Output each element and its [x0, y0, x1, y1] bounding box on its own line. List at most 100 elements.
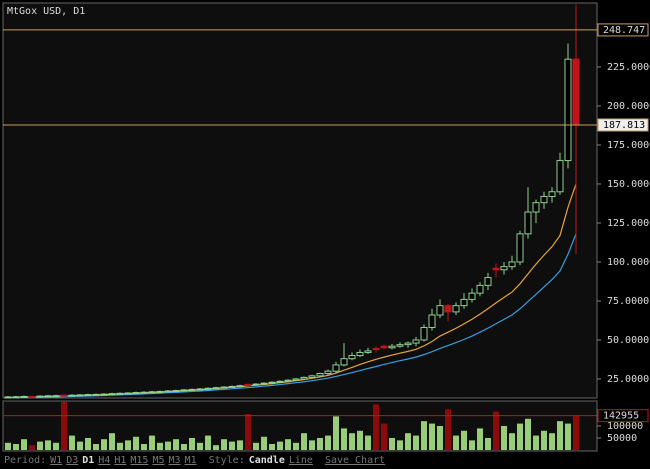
volume-bar	[413, 435, 419, 450]
volume-bar	[525, 418, 531, 450]
candle-body	[372, 348, 380, 351]
volume-bar	[485, 437, 491, 450]
candle-body	[332, 364, 340, 372]
volume-bar	[549, 433, 555, 450]
period-option[interactable]: M15	[130, 455, 149, 466]
volume-bar	[149, 435, 155, 450]
price-level-box	[597, 23, 649, 37]
period-option[interactable]: W1	[50, 455, 63, 466]
candle-body	[388, 345, 396, 349]
volume-bar	[5, 442, 11, 450]
volume-bar	[109, 433, 115, 450]
candle-body	[308, 375, 316, 378]
volume-bar	[93, 443, 99, 450]
candle-body	[452, 305, 460, 313]
volume-bar	[429, 423, 435, 450]
price-level-label: 187.813	[603, 120, 645, 131]
period-option[interactable]: M5	[152, 455, 165, 466]
candle-body	[204, 387, 212, 390]
period-option[interactable]: H1	[114, 455, 127, 466]
volume-bar	[285, 439, 291, 450]
volume-bar	[245, 413, 251, 450]
candle-body	[484, 277, 492, 286]
volume-bar	[389, 437, 395, 450]
candle-body	[532, 202, 540, 213]
y-tick-label: 125.0000	[607, 218, 650, 229]
candle-body	[20, 395, 28, 398]
candle-body	[572, 58, 580, 126]
y-tick-label: 150.0000	[607, 179, 650, 190]
candle-body	[52, 395, 60, 398]
style-option[interactable]: Candle	[248, 455, 285, 466]
candle-body	[348, 355, 356, 360]
candle-body	[292, 378, 300, 381]
candle-body	[44, 395, 52, 398]
candle-body	[100, 393, 108, 396]
candle-body	[228, 385, 236, 388]
volume-bar	[181, 443, 187, 450]
volume-bar	[509, 433, 515, 450]
volume-bar	[301, 433, 307, 450]
period-label: Period:	[4, 455, 47, 466]
y-tick-label: 225.0000	[607, 62, 650, 73]
volume-bar	[213, 445, 219, 450]
period-option[interactable]: H4	[98, 455, 111, 466]
price-level-box	[597, 118, 649, 132]
candle-body	[220, 386, 228, 389]
candle-body	[564, 58, 572, 162]
candle-body	[300, 376, 308, 380]
volume-bar	[573, 415, 579, 450]
volume-bar	[453, 435, 459, 450]
candle-body	[188, 388, 196, 391]
price-panel	[2, 2, 598, 399]
volume-bar	[45, 440, 51, 450]
volume-bar	[541, 430, 547, 450]
candle-body	[76, 394, 84, 397]
volume-bar	[117, 442, 123, 450]
volume-bar	[141, 443, 147, 450]
volume-bar	[269, 443, 275, 450]
save-chart[interactable]: Save Chart	[324, 455, 386, 466]
period-option[interactable]: M3	[168, 455, 181, 466]
volume-bar	[493, 411, 499, 450]
candle-body	[476, 284, 484, 294]
volume-bar	[133, 436, 139, 450]
candle-body	[404, 342, 412, 346]
candle-body	[420, 326, 428, 341]
candle-body	[492, 267, 500, 271]
period-option[interactable]: D1	[82, 455, 95, 466]
volume-bar	[557, 421, 563, 450]
candle-body	[428, 314, 436, 328]
volume-marker-box	[597, 409, 649, 423]
volume-bar	[29, 445, 35, 450]
candle-body	[324, 370, 332, 375]
volume-bar	[21, 439, 27, 450]
volume-bar	[365, 435, 371, 450]
style-option[interactable]: Line	[288, 455, 313, 466]
candle-body	[236, 385, 244, 388]
candle-body	[196, 388, 204, 391]
volume-bar	[261, 436, 267, 450]
candle-body	[540, 195, 548, 204]
volume-bar	[85, 437, 91, 450]
period-option[interactable]: D3	[66, 455, 79, 466]
volume-marker-label: 142955	[603, 411, 639, 422]
candle-body	[116, 392, 124, 395]
candle-body	[172, 390, 180, 393]
candle-body	[524, 211, 532, 235]
y-tick-label: 200.0000	[607, 101, 650, 112]
volume-bar	[101, 439, 107, 450]
candle-body	[340, 358, 348, 366]
candle-body	[36, 395, 44, 398]
candle-body	[108, 393, 116, 396]
volume-bar	[61, 401, 67, 450]
candle-body	[268, 381, 276, 384]
y-tick-label: 75.0000	[607, 296, 649, 307]
period-option[interactable]: M1	[184, 455, 197, 466]
chart-title: MtGox USD, D1	[7, 6, 85, 17]
volume-bar	[165, 441, 171, 450]
volume-bar	[157, 442, 163, 450]
candle-body	[500, 266, 508, 271]
volume-bar	[221, 439, 227, 450]
volume-bar	[13, 443, 19, 450]
